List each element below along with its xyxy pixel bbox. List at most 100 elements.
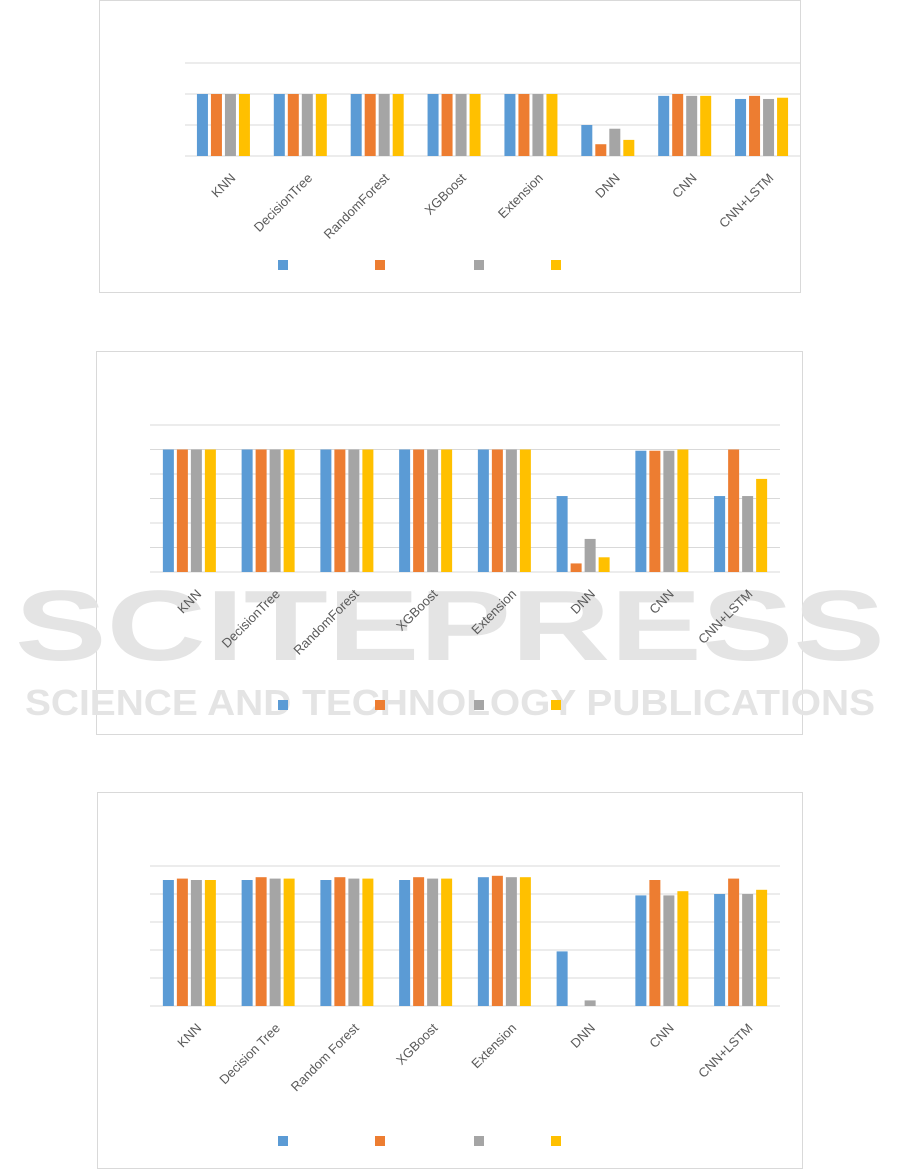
x-tick-label: Extension [468, 1020, 519, 1071]
bar [714, 894, 726, 1006]
bar [413, 449, 425, 572]
bar [505, 449, 517, 572]
bar [348, 449, 360, 572]
bar [491, 875, 503, 1006]
bar [162, 449, 174, 572]
bar [378, 94, 390, 156]
bar [477, 449, 489, 572]
bar [763, 98, 775, 156]
bar [749, 95, 761, 156]
bar [348, 878, 360, 1006]
bar [623, 139, 635, 156]
bar [301, 94, 313, 156]
bar [735, 98, 747, 156]
bar [399, 880, 411, 1006]
bar [427, 878, 439, 1006]
bar [334, 449, 346, 572]
legend-swatch [375, 1136, 385, 1146]
legend-swatch [278, 260, 288, 270]
chart-frame [97, 792, 803, 1169]
chart-frame [96, 351, 803, 735]
bar [283, 449, 295, 572]
bar [241, 449, 253, 572]
bar [663, 450, 675, 572]
bar [756, 889, 768, 1006]
bar [196, 94, 208, 156]
x-tick-label: Decision Tree [216, 1020, 283, 1087]
bar [273, 94, 285, 156]
x-tick-label: XGBoost [422, 170, 470, 218]
bar [714, 496, 726, 572]
bar [427, 449, 439, 572]
bar [700, 95, 712, 156]
bar [362, 449, 374, 572]
x-tick-label: KNN [174, 1020, 204, 1050]
x-tick-label: XGBoost [393, 1020, 441, 1068]
x-tick-label: DNN [592, 170, 623, 201]
watermark-subtitle: SCIENCE AND TECHNOLOGY PUBLICATIONS [25, 682, 875, 723]
bar [504, 94, 516, 156]
bar [677, 891, 689, 1006]
x-tick-label: CNN+LSTM [695, 1020, 755, 1080]
bar [241, 880, 253, 1006]
bar [255, 877, 267, 1006]
legend-swatch [278, 1136, 288, 1146]
legend-swatch [474, 260, 484, 270]
x-tick-label: CNN [669, 170, 700, 201]
bar [546, 94, 558, 156]
bar [210, 94, 222, 156]
bar [518, 94, 530, 156]
bar [441, 449, 453, 572]
bar [595, 144, 607, 156]
bar [224, 94, 236, 156]
bar [742, 894, 754, 1006]
bar [672, 94, 684, 156]
bar [556, 496, 568, 572]
bar [190, 880, 202, 1006]
x-tick-label: RandomForest [321, 170, 393, 242]
bar [570, 563, 582, 572]
x-tick-label: CNN [646, 1020, 677, 1051]
bar [728, 878, 740, 1006]
bar [663, 895, 675, 1006]
bar [677, 449, 689, 572]
bar [320, 880, 332, 1006]
bar [649, 880, 661, 1006]
bar [581, 125, 593, 156]
bar [287, 94, 299, 156]
legend-swatch [474, 700, 484, 710]
bar [283, 878, 295, 1006]
bar [635, 895, 647, 1006]
x-tick-label: Random Forest [288, 1020, 362, 1094]
legend-swatch [474, 1136, 484, 1146]
bar [427, 94, 439, 156]
bar [255, 449, 267, 572]
bar [176, 449, 188, 572]
bar [162, 880, 174, 1006]
bar [658, 95, 670, 156]
bar [441, 878, 453, 1006]
bar [649, 450, 661, 572]
bar [756, 478, 768, 572]
bar [350, 94, 362, 156]
legend-swatch [278, 700, 288, 710]
bar [491, 449, 503, 572]
bar [441, 94, 453, 156]
bar [584, 1000, 596, 1006]
bar [686, 95, 698, 156]
bar [519, 449, 531, 572]
bar [364, 94, 376, 156]
bar [455, 94, 467, 156]
legend-swatch [551, 260, 561, 270]
x-tick-label: CNN+LSTM [716, 170, 776, 230]
bar [190, 449, 202, 572]
bar [399, 449, 411, 572]
legend-swatch [551, 1136, 561, 1146]
x-tick-label: KNN [208, 170, 238, 200]
chart-frame [99, 0, 801, 293]
x-tick-label: Extension [495, 170, 546, 221]
bar [269, 878, 281, 1006]
bar [469, 94, 481, 156]
bar [238, 94, 250, 156]
bar [204, 449, 216, 572]
